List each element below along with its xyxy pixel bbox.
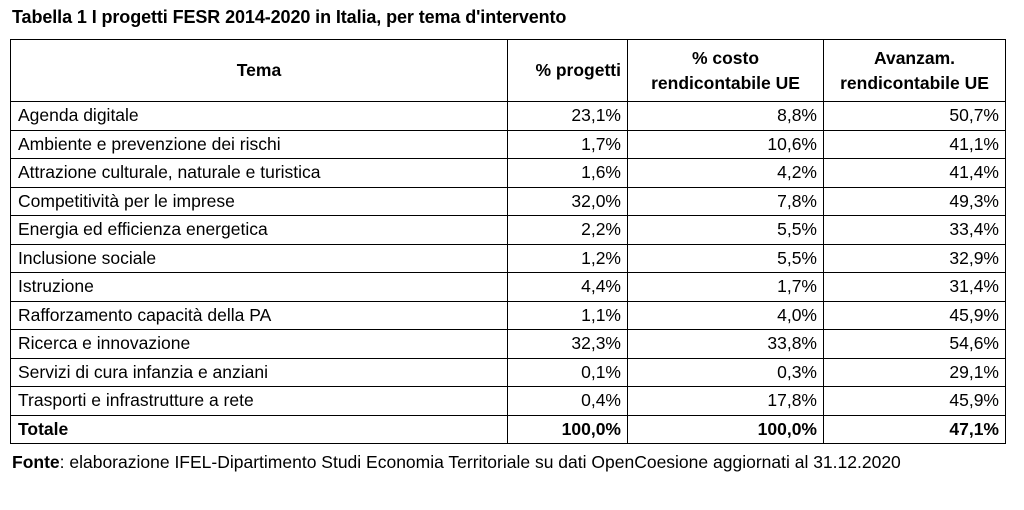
cell-avanzamento: 33,4% xyxy=(823,215,1006,245)
cell-tema: Trasporti e infrastrutture a rete xyxy=(10,386,508,416)
cell-progetti: 1,2% xyxy=(507,243,628,273)
cell-avanzamento: 41,1% xyxy=(823,129,1006,159)
cell-tema: Servizi di cura infanzia e anziani xyxy=(10,357,508,387)
table-row: Rafforzamento capacità della PA 1,1% 4,0% 4… xyxy=(10,300,1006,330)
table-row: Trasporti e infrastrutture a rete 0,4% 17,… xyxy=(10,386,1006,416)
cell-costo: 17,8% xyxy=(627,386,824,416)
table-row: Istruzione 4,4% 1,7% 31,4% xyxy=(10,272,1006,302)
cell-tema: Competitività per le imprese xyxy=(10,186,508,216)
cell-progetti: 0,4% xyxy=(507,386,628,416)
cell-costo: 8,8% xyxy=(627,101,824,131)
header-tema: Tema xyxy=(10,39,508,102)
cell-tema: Ricerca e innovazione xyxy=(10,329,508,359)
source-text: : elaborazione IFEL-Dipartimento Studi E… xyxy=(59,452,901,472)
cell-avanzamento: 31,4% xyxy=(823,272,1006,302)
cell-avanzamento: 49,3% xyxy=(823,186,1006,216)
table-caption: Tabella 1 I progetti FESR 2014-2020 in I… xyxy=(12,7,567,27)
header-row: Tema % progetti % costo rendicontabile UE… xyxy=(10,39,1006,102)
cell-costo: 4,2% xyxy=(627,158,824,188)
cell-progetti: 1,7% xyxy=(507,129,628,159)
table-row: Agenda digitale 23,1% 8,8% 50,7% xyxy=(10,101,1006,131)
cell-tema: Inclusione sociale xyxy=(10,243,508,273)
cell-progetti: 32,0% xyxy=(507,186,628,216)
source-label: Fonte xyxy=(12,452,60,472)
cell-costo: 0,3% xyxy=(627,357,824,387)
cell-progetti: 0,1% xyxy=(507,357,628,387)
cell-tema: Rafforzamento capacità della PA xyxy=(10,300,508,330)
table-body: Agenda digitale 23,1% 8,8% 50,7% Ambiente e … xyxy=(10,101,1006,444)
cell-progetti: 2,2% xyxy=(507,215,628,245)
cell-progetti: 1,6% xyxy=(507,158,628,188)
table-row: Ambiente e prevenzione dei rischi 1,7% 10,… xyxy=(10,129,1006,159)
fesr-projects-table: Tema % progetti % costo rendicontabile UE… xyxy=(10,39,1006,444)
header-costo-line1: % costo xyxy=(691,47,760,68)
cell-costo: 7,8% xyxy=(627,186,824,216)
cell-costo: 4,0% xyxy=(627,300,824,330)
cell-progetti: 32,3% xyxy=(507,329,628,359)
cell-avanzamento: 45,9% xyxy=(823,386,1006,416)
cell-tema: Agenda digitale xyxy=(10,101,508,131)
cell-tema: Ambiente e prevenzione dei rischi xyxy=(10,129,508,159)
cell-avanzamento: 41,4% xyxy=(823,158,1006,188)
header-progetti: % progetti xyxy=(507,39,628,102)
total-costo: 100,0% xyxy=(627,414,824,444)
total-row: Totale 100,0% 100,0% 47,1% xyxy=(10,414,1006,444)
header-avanzamento-line2: rendicontabile UE xyxy=(840,72,989,93)
cell-avanzamento: 45,9% xyxy=(823,300,1006,330)
cell-avanzamento: 50,7% xyxy=(823,101,1006,131)
total-progetti: 100,0% xyxy=(507,414,628,444)
table-row: Attrazione culturale, naturale e turisti… xyxy=(10,158,1006,188)
total-avanzamento: 47,1% xyxy=(823,414,1006,444)
header-avanzamento-line1: Avanzam. xyxy=(873,47,956,68)
cell-tema: Istruzione xyxy=(10,272,508,302)
cell-tema: Energia ed efficienza energetica xyxy=(10,215,508,245)
table-header: Tema % progetti % costo rendicontabile UE… xyxy=(10,39,1006,102)
header-avanzamento: Avanzam. rendicontabile UE xyxy=(823,39,1006,102)
cell-avanzamento: 29,1% xyxy=(823,357,1006,387)
cell-costo: 5,5% xyxy=(627,243,824,273)
cell-progetti: 23,1% xyxy=(507,101,628,131)
cell-costo: 1,7% xyxy=(627,272,824,302)
source-note: Fonte: elaborazione IFEL-Dipartimento St… xyxy=(12,449,1000,476)
header-costo: % costo rendicontabile UE xyxy=(627,39,824,102)
cell-tema: Attrazione culturale, naturale e turisti… xyxy=(10,158,508,188)
table-row: Energia ed efficienza energetica 2,2% 5,5%… xyxy=(10,215,1006,245)
cell-progetti: 1,1% xyxy=(507,300,628,330)
total-tema: Totale xyxy=(10,414,508,444)
cell-avanzamento: 54,6% xyxy=(823,329,1006,359)
cell-avanzamento: 32,9% xyxy=(823,243,1006,273)
table-row: Servizi di cura infanzia e anziani 0,1% 0,… xyxy=(10,357,1006,387)
cell-progetti: 4,4% xyxy=(507,272,628,302)
header-costo-line2: rendicontabile UE xyxy=(651,72,800,93)
table-row: Inclusione sociale 1,2% 5,5% 32,9% xyxy=(10,243,1006,273)
cell-costo: 10,6% xyxy=(627,129,824,159)
cell-costo: 33,8% xyxy=(627,329,824,359)
table-row: Competitività per le imprese 32,0% 7,8% 49,… xyxy=(10,186,1006,216)
table-row: Ricerca e innovazione 32,3% 33,8% 54,6% xyxy=(10,329,1006,359)
cell-costo: 5,5% xyxy=(627,215,824,245)
